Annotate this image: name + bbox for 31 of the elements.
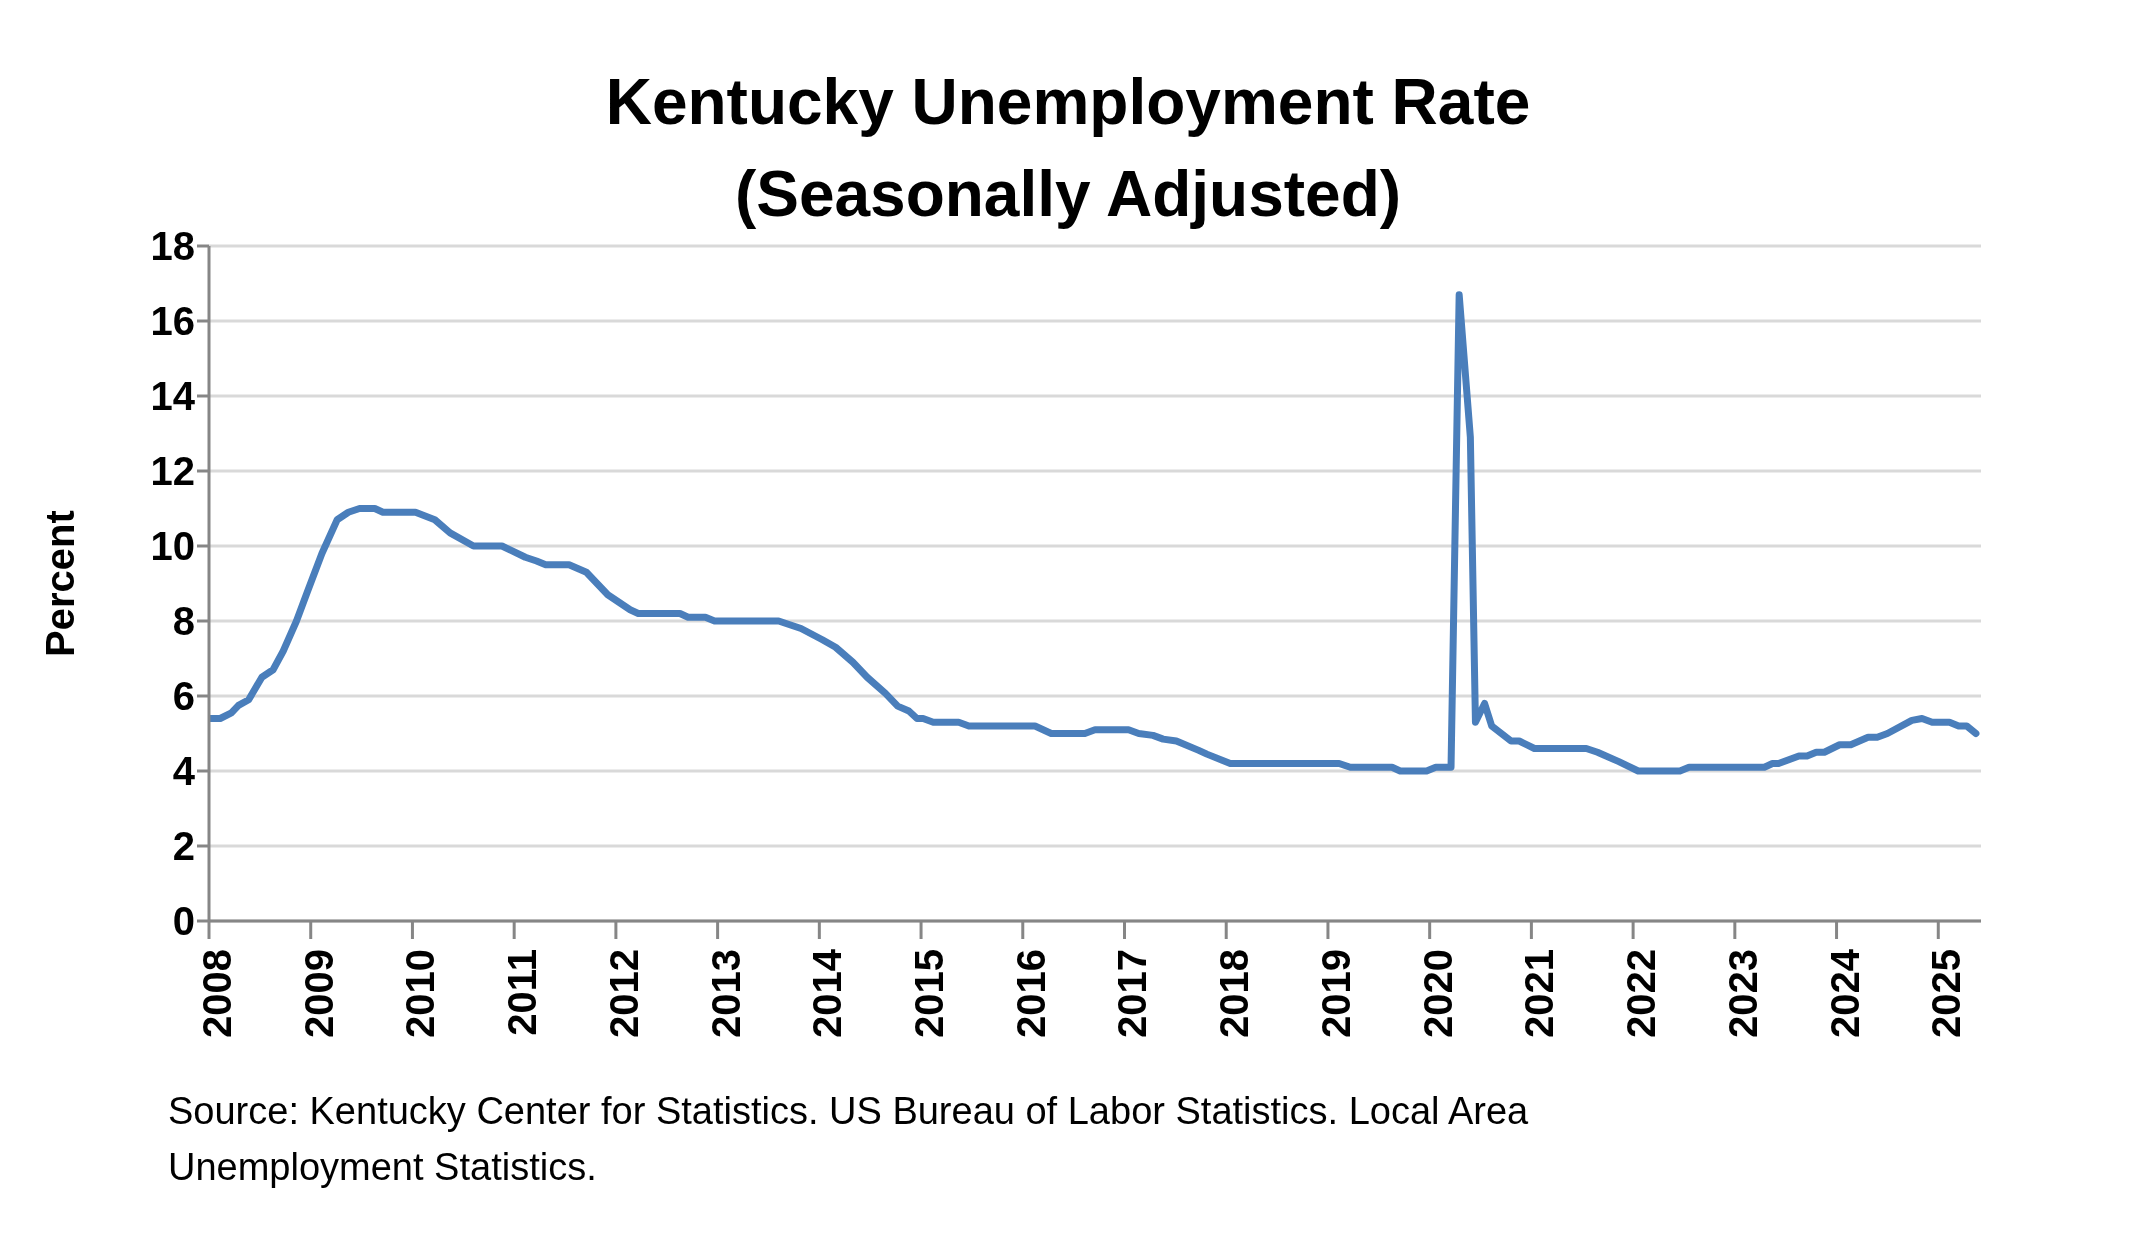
x-tick-label: 2025 (1924, 949, 1969, 1038)
x-tick-label: 2010 (398, 949, 443, 1038)
y-tick-label: 2 (172, 824, 195, 869)
y-tick-label: 6 (172, 674, 195, 719)
x-tick-label: 2022 (1619, 949, 1664, 1038)
x-tick-label: 2013 (703, 949, 748, 1038)
chart-title: Kentucky Unemployment Rate (Seasonally Adjusted) (604, 65, 1532, 230)
y-tick-label: 14 (150, 374, 196, 419)
source-note: Source: Kentucky Center for Statistics. US Bureau of Labor Statistics. Local Area Unemployment Statistics. (168, 1089, 1530, 1190)
y-tick-label: 4 (172, 749, 196, 794)
x-tick-label: 2011 (500, 949, 545, 1036)
x-tick-label: 2009 (296, 949, 341, 1038)
y-tick-label: 16 (150, 299, 195, 344)
y-axis-title: Percent (38, 510, 83, 657)
x-tick-label: 2020 (1415, 949, 1460, 1038)
x-tick-label: 2023 (1720, 949, 1765, 1038)
x-tick-label: 2024 (1822, 948, 1867, 1038)
x-tick-label: 2017 (1110, 949, 1155, 1038)
y-tick-label: 12 (150, 449, 195, 494)
x-tick-label: 2019 (1313, 949, 1358, 1038)
y-tick-label: 8 (172, 599, 195, 644)
x-tick-label: 2021 (1517, 949, 1562, 1038)
y-tick-label: 10 (150, 524, 195, 569)
x-tick-label: 2015 (907, 949, 952, 1038)
y-tick-label: 0 (172, 899, 195, 944)
y-tick-label: 18 (150, 224, 195, 269)
x-tick-label: 2014 (805, 948, 850, 1038)
x-tick-label: 2008 (195, 949, 239, 1038)
x-tick-label: 2012 (601, 949, 646, 1038)
x-tick-label: 2016 (1008, 949, 1053, 1038)
x-tick-label: 2018 (1212, 949, 1257, 1038)
